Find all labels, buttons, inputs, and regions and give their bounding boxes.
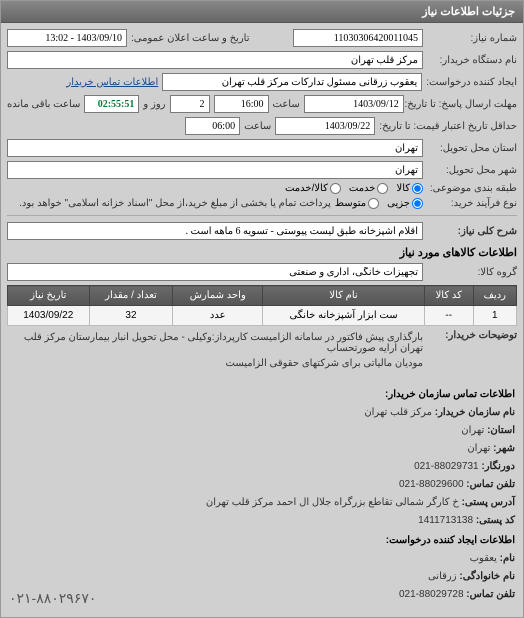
- time-label-2: ساعت: [244, 121, 271, 132]
- phone-label: تلفن تماس:: [466, 479, 515, 490]
- contact-state-val: تهران: [461, 425, 484, 436]
- category-label: طبقه بندی موضوعی:: [427, 183, 517, 194]
- radio-minor-input[interactable]: [412, 198, 423, 209]
- deadline-time-input[interactable]: [214, 95, 269, 113]
- creator-phone-val: 88029728-021: [399, 589, 464, 600]
- phone-val: 88029600-021: [399, 479, 464, 490]
- buyer-org-label: نام دستگاه خریدار:: [427, 55, 517, 66]
- description-label: توضیحات خریدار:: [427, 330, 517, 341]
- cell-code: --: [424, 306, 473, 326]
- announce-input[interactable]: [7, 29, 127, 47]
- page-title: جزئیات اطلاعات نیاز: [1, 1, 523, 23]
- state-input[interactable]: [7, 139, 423, 157]
- radio-goods[interactable]: کالا: [396, 183, 423, 194]
- col-qty: تعداد / مقدار: [89, 286, 173, 306]
- creator-header: اطلاعات ایجاد کننده درخواست:: [9, 533, 515, 549]
- contact-state-label: استان:: [487, 425, 515, 436]
- need-number-input[interactable]: [293, 29, 423, 47]
- name-val: یعقوب: [470, 553, 497, 564]
- process-note: پرداخت تمام یا بخشی از مبلغ خرید،از محل …: [19, 198, 331, 209]
- time-label-1: ساعت: [273, 99, 300, 110]
- validity-date-input[interactable]: [275, 117, 375, 135]
- remaining-time-input: [84, 95, 139, 113]
- remaining-label: ساعت باقی مانده: [7, 99, 80, 110]
- goods-table: ردیف کد کالا نام کالا واحد شمارش تعداد /…: [7, 285, 517, 326]
- radio-minor-label: جزیی: [387, 198, 410, 209]
- cell-date: 1403/09/22: [8, 306, 90, 326]
- creator-phone2-val: ۰۲۱-۸۸۰۲۹۶۷۰: [9, 587, 96, 609]
- contact-city-val: تهران: [467, 443, 490, 454]
- creator-phone-label: تلفن تماس:: [466, 589, 515, 600]
- radio-goods-service-label: کالا/خدمت: [285, 183, 328, 194]
- goods-group-input[interactable]: [7, 263, 423, 281]
- radio-goods-label: کالا: [396, 183, 410, 194]
- col-row: ردیف: [473, 286, 516, 306]
- contact-link[interactable]: اطلاعات تماس خریدار: [66, 77, 158, 88]
- radio-service[interactable]: خدمت: [349, 183, 389, 194]
- postal-label: آدرس پستی:: [462, 497, 515, 508]
- col-date: تاریخ نیاز: [8, 286, 90, 306]
- validity-label: حداقل تاریخ اعتبار قیمت: تا تاریخ:: [379, 121, 517, 132]
- city-label: شهر محل تحویل:: [427, 165, 517, 176]
- description-line2: مودیان مالیاتی برای شرکتهای حقوقی الزامی…: [7, 356, 423, 371]
- days-input[interactable]: [170, 95, 210, 113]
- table-row[interactable]: 1 -- ست ابزار آشپزخانه خانگی عدد 32 1403…: [8, 306, 517, 326]
- contact-header: اطلاعات تماس سازمان خریدار:: [9, 387, 515, 403]
- cell-row: 1: [473, 306, 516, 326]
- contact-city-label: شهر:: [493, 443, 515, 454]
- postal-val: خ کارگر شمالی تقاطع بزرگراه جلال ال احمد…: [206, 497, 459, 508]
- deadline-date-input[interactable]: [304, 95, 404, 113]
- validity-time-input[interactable]: [185, 117, 240, 135]
- postcode-label: کد پستی:: [476, 515, 515, 526]
- col-code: کد کالا: [424, 286, 473, 306]
- need-number-label: شماره نیاز:: [427, 33, 517, 44]
- description-line1: بارگذاری پیش فاکتور در سامانه الزامیست ک…: [7, 330, 423, 356]
- family-val: زرقانی: [428, 571, 457, 582]
- cell-name: ست ابزار آشپزخانه خانگی: [263, 306, 425, 326]
- radio-medium-label: متوسط: [335, 198, 366, 209]
- goods-group-label: گروه کالا:: [427, 267, 517, 278]
- buyer-org-input[interactable]: [7, 51, 423, 69]
- need-title-input[interactable]: [7, 222, 423, 240]
- deadline-send-label: مهلت ارسال پاسخ: تا تاریخ:: [408, 99, 517, 110]
- process-label: نوع فرآیند خرید:: [427, 198, 517, 209]
- radio-service-input[interactable]: [377, 183, 388, 194]
- radio-service-label: خدمت: [349, 183, 376, 194]
- creator-input[interactable]: [162, 73, 422, 91]
- goods-info-header: اطلاعات کالاهای مورد نیاز: [7, 246, 517, 259]
- days-label: روز و: [143, 99, 165, 110]
- receive-label: دورنگار:: [481, 461, 515, 472]
- radio-goods-service-input[interactable]: [330, 183, 341, 194]
- family-label: نام خانوادگی:: [459, 571, 515, 582]
- creator-label: ایجاد کننده درخواست:: [426, 77, 517, 88]
- name-label: نام:: [500, 553, 515, 564]
- radio-goods-input[interactable]: [412, 183, 423, 194]
- org-val: مرکز قلب تهران: [364, 407, 432, 418]
- radio-minor[interactable]: جزیی: [387, 198, 423, 209]
- col-unit: واحد شمارش: [173, 286, 263, 306]
- need-title-label: شرح کلی نیاز:: [427, 226, 517, 237]
- cell-qty: 32: [89, 306, 173, 326]
- announce-label: تاریخ و ساعت اعلان عمومی:: [131, 33, 250, 44]
- radio-medium[interactable]: متوسط: [335, 198, 379, 209]
- cell-unit: عدد: [173, 306, 263, 326]
- radio-goods-service[interactable]: کالا/خدمت: [285, 183, 341, 194]
- receive-val: 88029731-021: [414, 461, 479, 472]
- org-label: نام سازمان خریدار:: [435, 407, 515, 418]
- radio-medium-input[interactable]: [368, 198, 379, 209]
- col-name: نام کالا: [263, 286, 425, 306]
- city-input[interactable]: [7, 161, 423, 179]
- state-label: استان محل تحویل:: [427, 143, 517, 154]
- postcode-val: 1411713138: [418, 515, 473, 526]
